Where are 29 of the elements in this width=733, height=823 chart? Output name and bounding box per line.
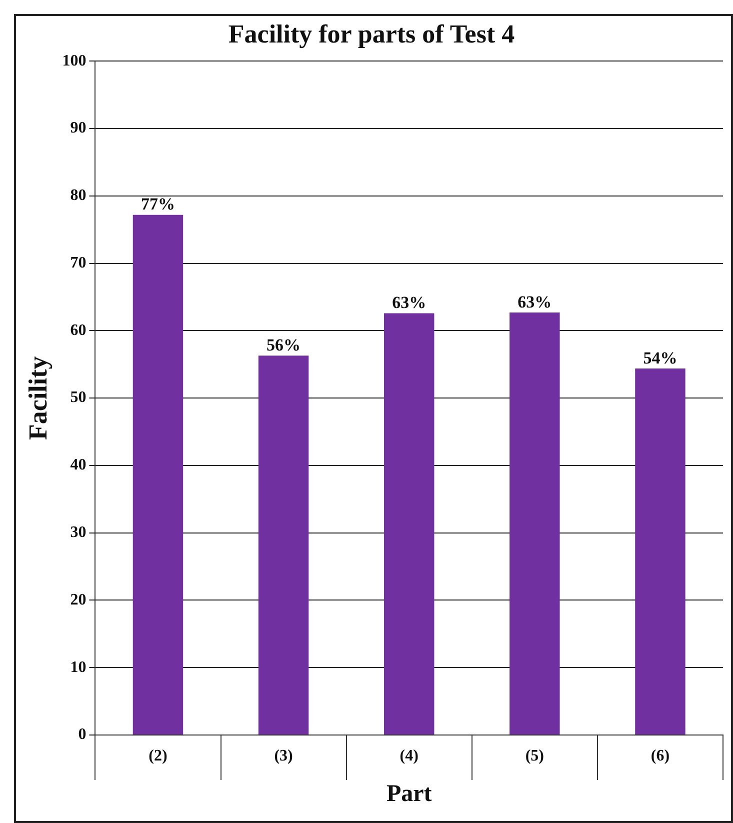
y-tick-label: 100	[62, 52, 86, 70]
x-tick-label: (6)	[650, 748, 670, 765]
y-tick-label: 70	[70, 254, 86, 272]
y-tick-label: 60	[70, 322, 86, 339]
x-tick-label: (4)	[400, 748, 418, 765]
y-tick-label: 80	[70, 187, 86, 204]
x-tick-label: (2)	[148, 748, 168, 765]
y-tick-label: 30	[70, 524, 86, 541]
bar	[510, 312, 560, 734]
y-tick-label: 50	[70, 389, 86, 406]
x-tick-label: (5)	[525, 748, 544, 765]
data-label: 77%	[140, 194, 175, 214]
data-label: 54%	[643, 348, 678, 368]
data-label: 56%	[266, 336, 301, 355]
chart-title: Facility for parts of Test 4	[228, 19, 515, 48]
bar	[384, 313, 434, 734]
data-label: 63%	[392, 293, 426, 312]
x-tick-label: (3)	[274, 748, 293, 765]
y-tick-label: 20	[70, 591, 86, 608]
y-tick-label: 10	[70, 658, 86, 676]
y-tick-label: 90	[70, 120, 86, 137]
bar	[132, 214, 184, 734]
y-tick-label: 0	[78, 726, 86, 744]
y-tick-label: 40	[70, 456, 86, 474]
data-label: 63%	[518, 292, 552, 312]
bar	[635, 368, 686, 734]
x-axis-title: Part	[386, 780, 432, 807]
y-axis-title: Facility	[23, 356, 52, 440]
bar	[258, 356, 309, 734]
